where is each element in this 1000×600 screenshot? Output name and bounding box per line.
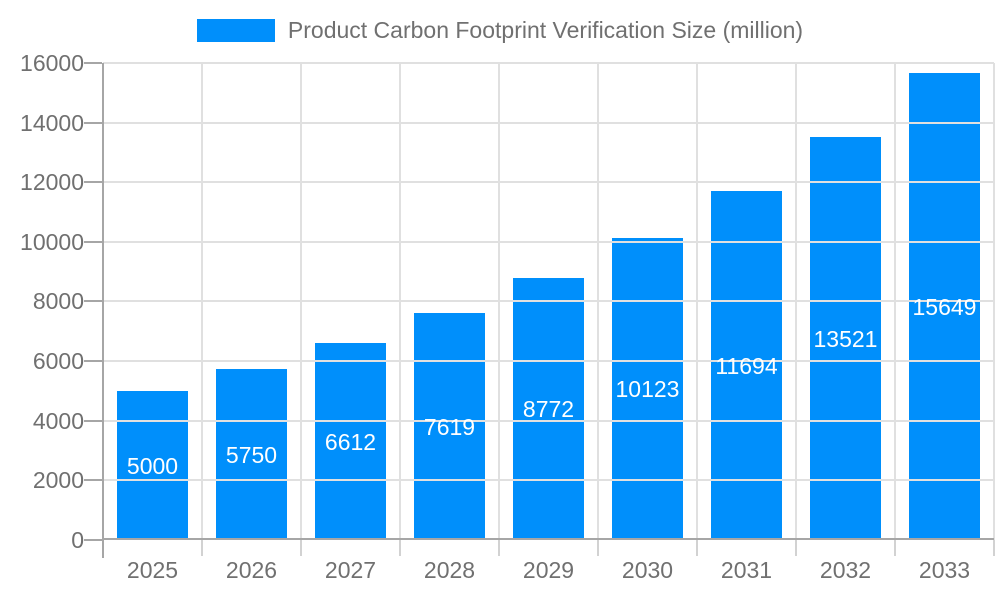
y-axis-tick [84,181,102,183]
legend-swatch-icon [196,18,275,42]
vertical-gridline [993,63,995,540]
x-axis-tick [201,540,203,556]
x-axis-tick [696,540,698,556]
bar-value-label: 5000 [126,453,179,479]
horizontal-gridline [103,181,994,183]
y-axis-tick [84,360,102,362]
horizontal-gridline [103,479,994,481]
bar-2028[interactable] [414,313,485,540]
y-axis-tick [84,122,102,124]
x-axis-tick [795,540,797,556]
bar-value-label: 6612 [324,429,377,455]
bar-value-label: 10123 [615,376,680,402]
y-axis-tick [84,300,102,302]
horizontal-gridline [103,241,994,243]
y-axis-tick [84,241,102,243]
x-axis-label: 2027 [324,557,377,583]
x-axis-label: 2033 [918,557,971,583]
horizontal-gridline [103,300,994,302]
x-axis-tick [300,540,302,556]
bar-2026[interactable] [216,369,287,540]
x-axis-line [102,538,994,540]
horizontal-gridline [103,420,994,422]
bar-value-label: 11694 [715,353,778,379]
y-axis-label: 10000 [20,229,84,255]
x-axis-label: 2030 [621,557,674,583]
y-axis-line [102,63,104,558]
legend-label: Product Carbon Footprint Verification Si… [287,17,804,43]
x-axis-label: 2032 [819,557,872,583]
bar-value-label: 7619 [423,414,476,440]
x-axis-label: 2026 [225,557,278,583]
plot-area: 5000 5750 6612 7619 8772 10123 11694 13521 15649 [84,62,995,558]
x-axis-tick [993,540,995,556]
y-axis-label: 4000 [32,408,84,434]
horizontal-gridline [103,62,994,64]
y-axis-label: 0 [71,527,84,553]
x-axis-label: 2025 [126,557,179,583]
y-axis-label: 12000 [20,169,84,195]
horizontal-gridline [103,122,994,124]
bar-2031[interactable] [711,191,782,540]
bar-2030[interactable] [612,238,683,540]
bar-value-label: 8772 [522,396,575,422]
y-axis-tick [84,420,102,422]
x-axis-label: 2031 [720,557,773,583]
y-axis-tick [84,62,102,64]
bar-value-label: 13521 [813,326,878,352]
bar-2033[interactable] [909,73,980,540]
x-axis-tick [399,540,401,556]
x-axis-tick [498,540,500,556]
x-axis-tick [597,540,599,556]
y-axis-label: 2000 [32,467,84,493]
legend[interactable]: Product Carbon Footprint Verification Si… [0,16,1000,44]
y-axis-label: 6000 [32,348,84,374]
horizontal-gridline [103,360,994,362]
y-axis-tick [84,539,102,541]
y-axis-label: 14000 [20,110,84,136]
bar-2029[interactable] [513,278,584,540]
x-axis-label: 2028 [423,557,476,583]
bar-value-label: 15649 [912,294,977,320]
x-axis-tick [894,540,896,556]
y-axis-label: 16000 [20,50,84,76]
bar-2025[interactable] [117,391,188,540]
y-axis-label: 8000 [32,288,84,314]
bar-2032[interactable] [810,137,881,540]
bar-value-label: 5750 [225,442,278,468]
y-axis-tick [84,479,102,481]
bar-2027[interactable] [315,343,386,540]
x-axis-label: 2029 [522,557,575,583]
